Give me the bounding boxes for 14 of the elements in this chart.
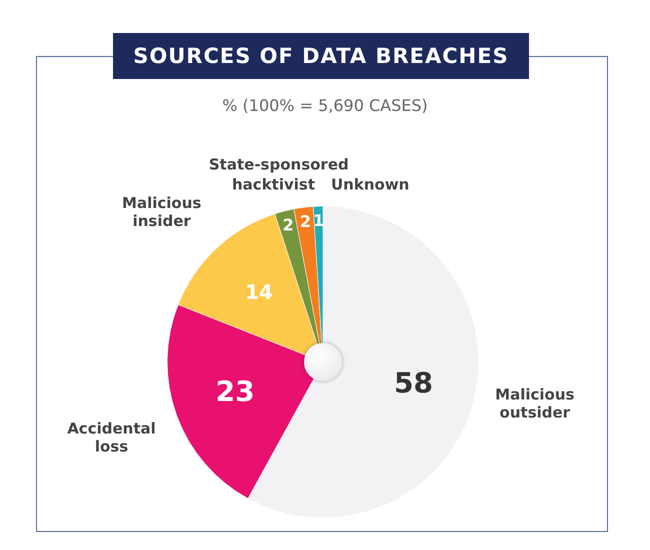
data-label: 58 bbox=[394, 366, 433, 400]
slice-label: Accidental loss bbox=[67, 420, 156, 456]
data-label: 23 bbox=[216, 374, 255, 408]
chart-title: SOURCES OF DATA BREACHES bbox=[113, 33, 529, 79]
slice-label: Malicious outsider bbox=[495, 386, 575, 422]
chart-subtitle: % (100% = 5,690 CASES) bbox=[221, 96, 429, 115]
data-label: 14 bbox=[245, 280, 273, 304]
slice-label: Unknown bbox=[331, 176, 410, 194]
data-label: 2 bbox=[300, 212, 311, 232]
slice-label: hacktivist bbox=[232, 176, 315, 194]
data-label: 2 bbox=[282, 215, 294, 234]
slice-label: State-sponsored bbox=[208, 156, 349, 174]
data-label: 1 bbox=[313, 211, 324, 230]
slice-label: Malicious insider bbox=[122, 194, 202, 230]
